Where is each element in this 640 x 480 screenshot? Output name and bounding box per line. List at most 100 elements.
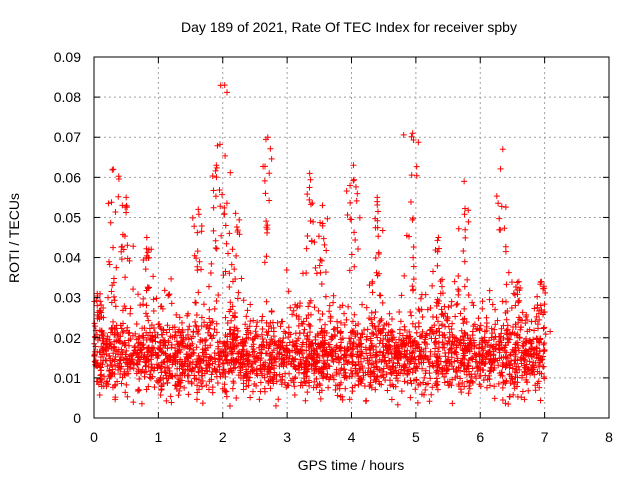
data-point [110, 293, 117, 300]
data-point [118, 256, 125, 263]
data-point [202, 345, 209, 352]
data-point [408, 380, 415, 387]
data-point [541, 285, 548, 292]
data-point [112, 303, 119, 310]
data-point [442, 353, 449, 360]
data-point [438, 311, 445, 318]
data-point [453, 301, 460, 308]
data-point [326, 302, 333, 309]
data-point [176, 343, 183, 350]
data-point [233, 359, 240, 366]
data-point [409, 320, 416, 327]
data-point [502, 400, 509, 407]
data-point [199, 400, 206, 407]
data-point [338, 336, 345, 343]
data-point [372, 309, 379, 316]
data-point [348, 251, 355, 258]
data-point [434, 248, 441, 255]
data-point [433, 338, 440, 345]
data-point [433, 382, 440, 389]
chart-title: Day 189 of 2021, Rate Of TEC Index for r… [181, 19, 517, 35]
data-point [216, 187, 223, 194]
data-point [483, 384, 490, 391]
data-point [349, 342, 356, 349]
data-point [155, 379, 162, 386]
data-point [264, 134, 271, 141]
data-point [434, 354, 441, 361]
data-point [197, 336, 204, 343]
data-point [361, 355, 368, 362]
data-point [540, 325, 547, 332]
data-point [334, 392, 341, 399]
data-point [477, 322, 484, 329]
data-point [417, 380, 424, 387]
data-point [219, 359, 226, 366]
data-point [336, 385, 343, 392]
data-point [514, 342, 521, 349]
data-point [106, 352, 113, 359]
data-point [112, 396, 119, 403]
data-point [115, 193, 122, 200]
data-point [368, 316, 375, 323]
data-point [305, 303, 312, 310]
data-point [131, 344, 138, 351]
data-point [303, 245, 310, 252]
data-point [186, 323, 193, 330]
data-point [353, 197, 360, 204]
data-point [353, 343, 360, 350]
data-point [304, 191, 311, 198]
data-point [313, 270, 320, 277]
data-point [306, 196, 313, 203]
data-point [123, 327, 130, 334]
data-point [455, 287, 462, 294]
data-point [193, 311, 200, 318]
data-point [480, 377, 487, 384]
data-point [277, 344, 284, 351]
data-point [198, 323, 205, 330]
data-point [503, 298, 510, 305]
data-point [103, 357, 110, 364]
data-point [279, 355, 286, 362]
data-point [161, 359, 168, 366]
data-point [319, 334, 326, 341]
data-point [330, 326, 337, 333]
data-point [384, 387, 391, 394]
data-point [214, 142, 221, 149]
data-point [515, 298, 522, 305]
data-point [234, 341, 241, 348]
data-point [253, 370, 260, 377]
data-point [454, 300, 461, 307]
data-point [99, 361, 106, 368]
data-point [206, 306, 213, 313]
data-point [184, 363, 191, 370]
data-point [532, 387, 539, 394]
data-point [388, 396, 395, 403]
data-point [205, 386, 212, 393]
data-point [351, 176, 358, 183]
data-point [374, 217, 381, 224]
data-point [107, 355, 114, 362]
data-point [364, 333, 371, 340]
data-point [487, 382, 494, 389]
data-point [508, 357, 515, 364]
data-point [349, 388, 356, 395]
data-point [162, 342, 169, 349]
data-point [476, 372, 483, 379]
data-point [306, 184, 313, 191]
data-point [390, 334, 397, 341]
data-point [362, 369, 369, 376]
data-point [473, 358, 480, 365]
data-point [401, 272, 408, 279]
data-point [260, 338, 267, 345]
data-point [448, 350, 455, 357]
data-point [427, 375, 434, 382]
data-point [470, 302, 477, 309]
data-point [412, 386, 419, 393]
data-point [387, 369, 394, 376]
data-point [243, 377, 250, 384]
x-tick-label: 8 [605, 429, 613, 445]
data-point [465, 207, 472, 214]
data-point [499, 384, 506, 391]
data-point [219, 370, 226, 377]
data-point [359, 363, 366, 370]
